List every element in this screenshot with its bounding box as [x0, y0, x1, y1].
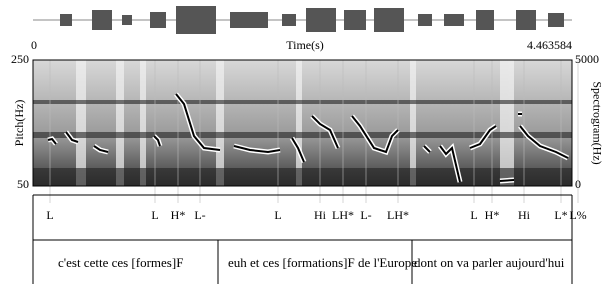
time-end: 4.463584 [527, 38, 572, 52]
time-start: 0 [31, 38, 37, 52]
tone-label: L* [554, 208, 567, 222]
time-label: Time(s) [286, 38, 324, 52]
spectrogram [33, 60, 572, 186]
spec-bottom: 0 [575, 177, 581, 191]
tone-label: L [274, 208, 281, 222]
tone-label: L% [569, 208, 586, 222]
tone-label: LH* [332, 208, 354, 222]
tone-label: L [151, 208, 158, 222]
text-segment: dont on va parler aujourd'hui [414, 255, 565, 270]
tone-label: H* [485, 208, 500, 222]
tone-label: H* [171, 208, 186, 222]
waveform [33, 6, 572, 34]
spec-label: Spectrogram(Hz) [590, 81, 604, 164]
text-segment: c'est cette ces [formes]F [58, 255, 183, 270]
tone-label: Hi [518, 208, 531, 222]
tone-label: L [46, 208, 53, 222]
pitch-bottom: 50 [17, 177, 29, 191]
praat-view: 0 Time(s) 4.463584 250 [0, 0, 606, 284]
pitch-top: 250 [11, 52, 29, 66]
tone-label: LH* [387, 208, 409, 222]
tone-label: L- [194, 208, 205, 222]
tone-label: L [470, 208, 477, 222]
text-segment: euh et ces [formations]F de l'Europe [228, 255, 417, 270]
tone-label: L- [360, 208, 371, 222]
pitch-label: Pitch(Hz) [12, 100, 26, 147]
spec-top: 5000 [575, 52, 599, 66]
tone-label: Hi [314, 208, 327, 222]
